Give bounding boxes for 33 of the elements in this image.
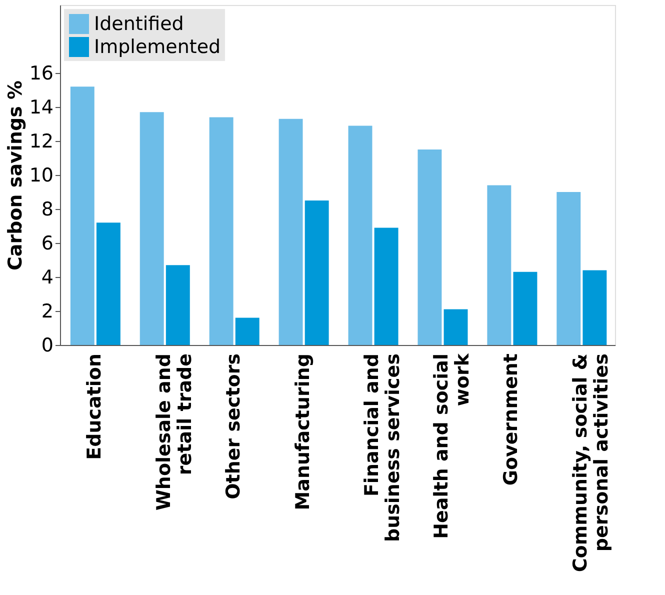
y-tick-label: 6 <box>41 232 54 254</box>
bar <box>140 112 164 345</box>
y-tick-label: 8 <box>41 198 54 220</box>
y-tick-label: 10 <box>29 164 54 186</box>
y-tick-label: 0 <box>41 334 54 356</box>
legend-label: Identified <box>94 13 184 35</box>
y-tick-label: 12 <box>29 130 54 152</box>
bar <box>96 222 120 345</box>
bar <box>209 117 234 345</box>
bar <box>444 309 468 345</box>
bar <box>556 192 581 345</box>
bar <box>278 118 303 345</box>
y-tick-label: 4 <box>41 266 54 288</box>
y-tick-label: 14 <box>29 96 54 118</box>
bar <box>374 228 398 345</box>
bar <box>235 318 260 345</box>
x-tick-label: Government <box>500 354 522 486</box>
x-tick-label: Education <box>83 354 106 460</box>
bar <box>487 185 512 345</box>
bar <box>582 270 607 345</box>
y-axis-title: Carbon savings % <box>4 80 26 271</box>
y-tick-label: 16 <box>29 62 54 84</box>
bar <box>418 150 442 345</box>
bar <box>304 200 329 345</box>
bar <box>166 265 190 345</box>
x-tick-label: Manufacturing <box>292 354 314 510</box>
x-tick-label: Wholesale and retail trade <box>152 354 196 511</box>
x-tick-label: Other sectors <box>222 354 244 500</box>
bar <box>513 272 538 345</box>
bar <box>348 126 372 345</box>
legend-label: Implemented <box>94 36 221 58</box>
bar <box>70 86 94 345</box>
y-tick-label: 2 <box>41 300 54 322</box>
